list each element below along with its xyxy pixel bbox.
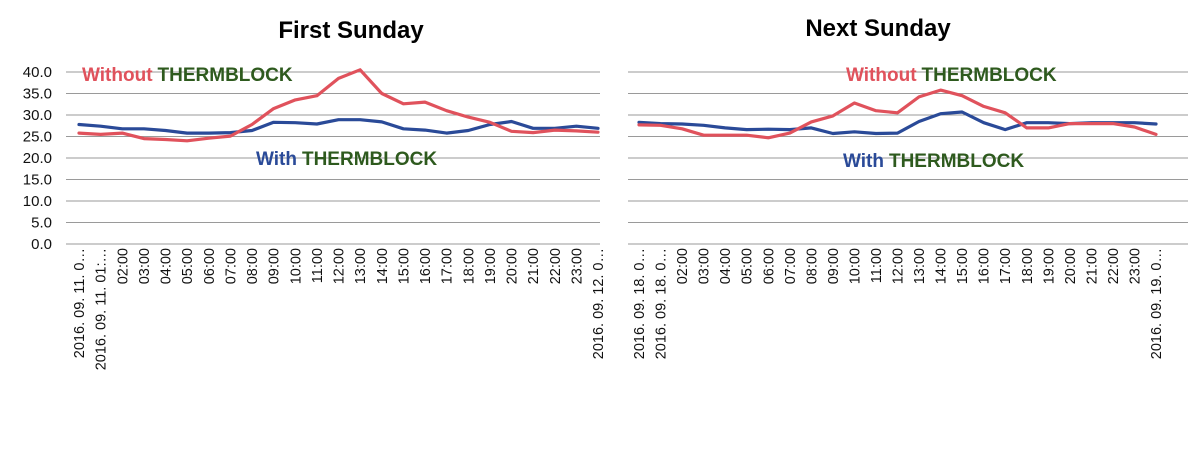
x-tick-label: 19:00 xyxy=(1041,248,1057,284)
x-tick-label: 15:00 xyxy=(396,248,412,284)
x-tick-label: 2016. 09. 11. 01:… xyxy=(94,248,110,370)
y-tick-label: 5.0 xyxy=(31,215,52,232)
x-tick-label: 22:00 xyxy=(1106,248,1122,284)
x-tick-label: 14:00 xyxy=(375,248,391,284)
x-tick-label: 13:00 xyxy=(353,248,369,284)
x-tick-label: 20:00 xyxy=(505,248,521,284)
annotation-without: Without THERMBLOCK xyxy=(82,65,293,86)
x-tick-label: 18:00 xyxy=(461,248,477,284)
x-tick-label: 05:00 xyxy=(180,248,196,284)
annotation-brand: THERMBLOCK xyxy=(889,151,1024,172)
x-tick-label: 07:00 xyxy=(783,248,799,284)
x-tick-label: 03:00 xyxy=(137,248,153,284)
annotation-prefix: Without xyxy=(82,65,153,86)
x-tick-label: 11:00 xyxy=(310,248,326,283)
x-tick-label: 2016. 09. 12. 0… xyxy=(591,248,607,359)
x-tick-label: 06:00 xyxy=(761,248,777,284)
x-tick-label: 10:00 xyxy=(847,248,863,284)
chart-title: Next Sunday xyxy=(805,15,951,42)
x-tick-label: 21:00 xyxy=(526,248,542,284)
x-tick-label: 16:00 xyxy=(977,248,993,284)
x-tick-label: 15:00 xyxy=(955,248,971,284)
x-tick-label: 11:00 xyxy=(869,248,885,283)
x-tick-label: 17:00 xyxy=(440,248,456,284)
x-tick-label: 22:00 xyxy=(548,248,564,284)
x-tick-label: 2016. 09. 18. 0… xyxy=(632,248,648,359)
x-tick-label: 19:00 xyxy=(483,248,499,284)
x-tick-label: 21:00 xyxy=(1084,248,1100,284)
annotation-brand: THERMBLOCK xyxy=(158,65,293,86)
chart-panel-1: First Sunday 40.0 35.0 30.0 25.0 20.0 15.0 10.0… xyxy=(23,17,607,370)
x-tick-label: 14:00 xyxy=(934,248,950,284)
x-tick-label: 02:00 xyxy=(675,248,691,284)
y-tick-label: 20.0 xyxy=(23,150,52,167)
x-tick-label: 13:00 xyxy=(912,248,928,284)
x-tick-label: 03:00 xyxy=(697,248,713,284)
annotation-brand: THERMBLOCK xyxy=(922,65,1057,86)
series-line-without xyxy=(637,88,1158,140)
x-tick-label: 06:00 xyxy=(202,248,218,284)
chart-panel-2: Next Sunday 2016. 09. 18. 0… 2016. 09. 18.… xyxy=(628,15,1188,359)
chart-title: First Sunday xyxy=(278,17,424,44)
x-tick-label: 02:00 xyxy=(115,248,131,284)
x-tick-label: 16:00 xyxy=(418,248,434,284)
x-tick-label: 09:00 xyxy=(826,248,842,284)
x-tick-label: 12:00 xyxy=(332,248,348,284)
y-tick-label: 35.0 xyxy=(23,86,52,103)
x-tick-label: 23:00 xyxy=(1127,248,1143,284)
y-tick-label: 25.0 xyxy=(23,129,52,146)
annotation-with: With THERMBLOCK xyxy=(843,151,1024,172)
x-tick-label: 12:00 xyxy=(891,248,907,284)
y-tick-label: 40.0 xyxy=(23,64,52,81)
x-tick-label: 2016. 09. 11. 0… xyxy=(72,248,88,358)
annotation-with: With THERMBLOCK xyxy=(256,149,437,170)
y-tick-label: 0.0 xyxy=(31,236,52,253)
x-tick-label: 08:00 xyxy=(804,248,820,284)
x-tick-label: 17:00 xyxy=(998,248,1014,284)
x-tick-label: 18:00 xyxy=(1020,248,1036,284)
x-tick-label: 20:00 xyxy=(1063,248,1079,284)
series-line-without xyxy=(77,68,600,143)
x-tick-label: 04:00 xyxy=(159,248,175,284)
x-tick-label: 2016. 09. 19. 0… xyxy=(1149,248,1165,359)
x-tick-label: 2016. 09. 18. 0… xyxy=(654,248,670,359)
y-tick-label: 15.0 xyxy=(23,172,52,189)
annotation-prefix: With xyxy=(256,149,297,170)
y-tick-label: 30.0 xyxy=(23,107,52,124)
x-tick-label: 23:00 xyxy=(569,248,585,284)
x-tick-label: 04:00 xyxy=(718,248,734,284)
x-tick-label: 08:00 xyxy=(245,248,261,284)
y-tick-label: 10.0 xyxy=(23,193,52,210)
annotation-without: Without THERMBLOCK xyxy=(846,65,1057,86)
x-tick-label: 07:00 xyxy=(223,248,239,284)
x-tick-label: 10:00 xyxy=(288,248,304,284)
annotation-prefix: Without xyxy=(846,65,917,86)
series-line-with xyxy=(77,118,600,135)
x-tick-label: 05:00 xyxy=(740,248,756,284)
annotation-brand: THERMBLOCK xyxy=(302,149,437,170)
annotation-prefix: With xyxy=(843,151,884,172)
x-tick-label: 09:00 xyxy=(267,248,283,284)
